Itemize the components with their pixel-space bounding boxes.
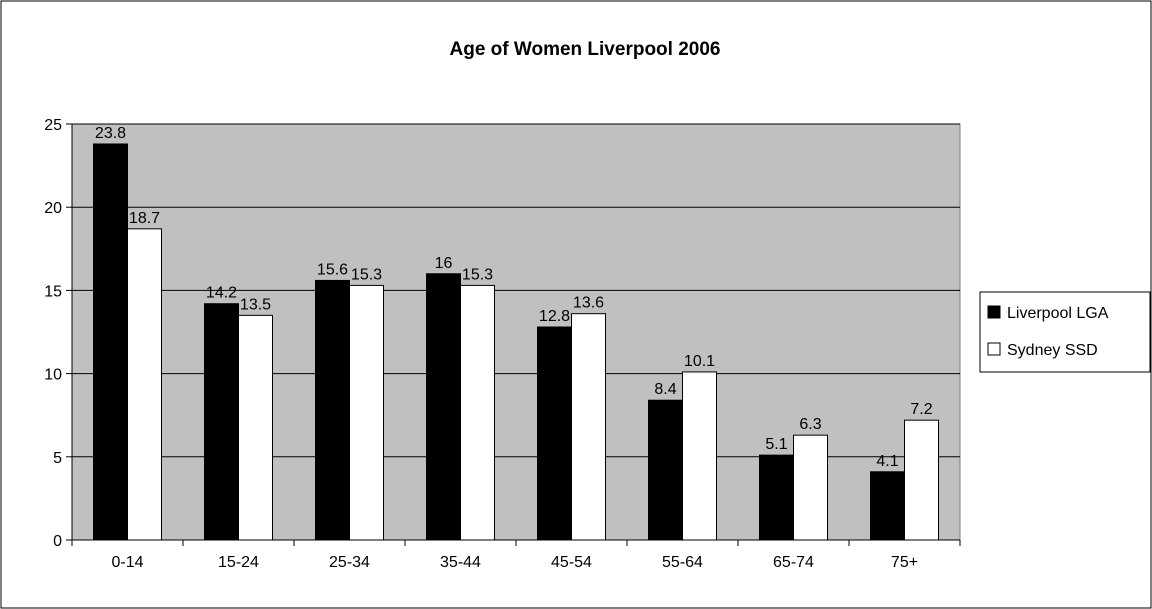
data-label: 8.4: [654, 381, 676, 398]
bar-sydney: [904, 419, 939, 541]
bar-liverpool: [315, 279, 350, 541]
bar-liverpool: [759, 454, 794, 541]
chart-title: Age of Women Liverpool 2006: [450, 39, 721, 60]
data-label: 15.3: [351, 266, 382, 283]
bar-sydney: [682, 371, 717, 541]
legend-swatch-liverpool: [987, 305, 1001, 319]
data-label: 23.8: [95, 125, 126, 142]
x-tick-label: 0-14: [111, 554, 143, 571]
data-label: 15.3: [462, 266, 493, 283]
legend-box: [979, 291, 1151, 373]
x-tick-label: 15-24: [218, 554, 259, 571]
data-labels: 23.818.714.213.515.6 15.31615.312.813.68.…: [95, 125, 933, 470]
y-tick-label: 10: [44, 367, 62, 384]
bar-liverpool: [426, 273, 461, 541]
bar-liverpool: [93, 143, 128, 541]
x-tick-label: 35-44: [440, 554, 481, 571]
bars: [93, 143, 939, 541]
data-label: 15.6: [317, 261, 348, 278]
x-tick-label: 55-64: [662, 554, 703, 571]
legend-label-liverpool: Liverpool LGA: [1007, 305, 1109, 322]
bar-sydney: [793, 434, 828, 541]
bar-liverpool: [870, 471, 905, 541]
y-tick-label: 15: [44, 283, 62, 300]
data-label: 12.8: [539, 308, 570, 325]
data-label: 10.1: [684, 353, 715, 370]
data-label: 4.1: [876, 453, 898, 470]
data-label: 13.6: [573, 295, 604, 312]
x-tick-label: 75+: [891, 554, 918, 571]
bar-sydney: [127, 228, 162, 541]
y-tick-label: 20: [44, 200, 62, 217]
bar-liverpool: [648, 399, 683, 541]
bar-sydney: [460, 284, 495, 541]
x-tick-label: 45-54: [551, 554, 592, 571]
bar-liverpool: [204, 303, 239, 541]
y-tick-label: 5: [53, 450, 62, 467]
x-tick-label: 25-34: [329, 554, 370, 571]
x-axis-tick-labels: 0-14 15-24 25-34 35-44 45-54 55-64 65-74 75+: [111, 554, 918, 571]
bar-sydney: [571, 313, 606, 541]
y-tick-label: 25: [44, 117, 62, 134]
y-tick-label: 0: [53, 533, 62, 550]
data-label: 18.7: [129, 210, 160, 227]
legend: Liverpool LGA Sydney SSD: [979, 291, 1151, 373]
data-label: 7.2: [910, 401, 932, 418]
data-label: 5.1: [765, 436, 787, 453]
axes: [66, 123, 961, 546]
bar-sydney: [349, 284, 384, 541]
bar-sydney: [238, 314, 273, 541]
y-axis-tick-labels: 0 5 10 15 20 25: [44, 117, 62, 550]
data-label: 16: [435, 255, 453, 272]
data-label: 6.3: [799, 416, 821, 433]
x-tick-label: 65-74: [773, 554, 814, 571]
data-label: 14.2: [206, 285, 237, 302]
legend-swatch-sydney: [987, 342, 1001, 356]
data-label: 13.5: [240, 296, 271, 313]
bar-liverpool: [537, 326, 572, 541]
legend-label-sydney: Sydney SSD: [1007, 342, 1098, 359]
